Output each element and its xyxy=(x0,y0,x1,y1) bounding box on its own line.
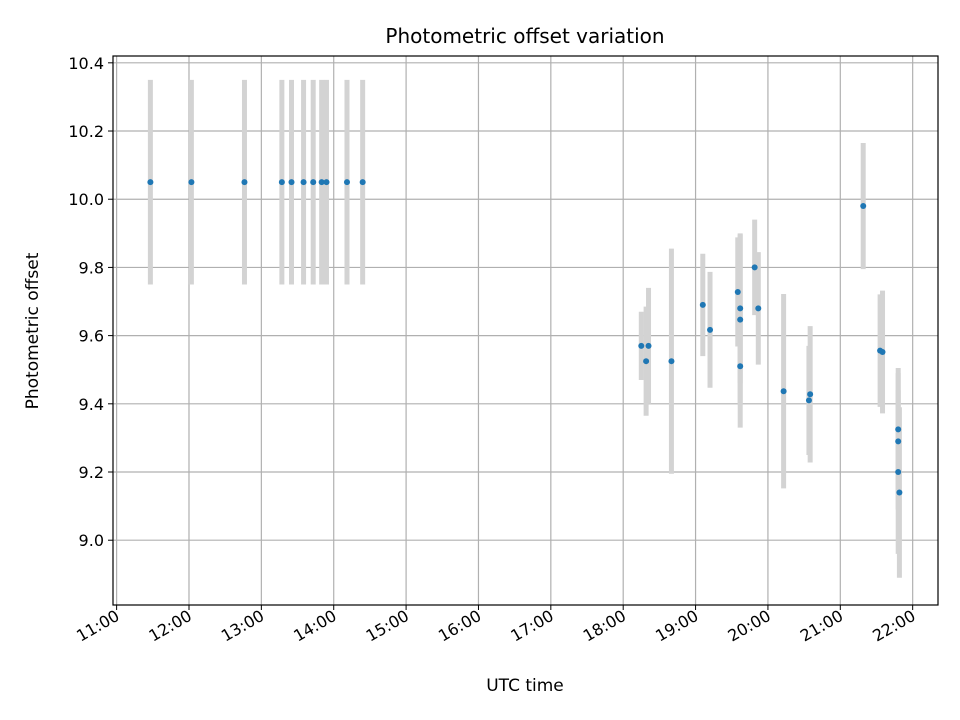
data-point xyxy=(807,391,814,398)
x-axis-label: UTC time xyxy=(486,676,564,696)
data-point xyxy=(860,203,867,210)
y-axis-ticks: 9.0 9.2 9.4 9.6 9.8 10.0 10.2 10.4 xyxy=(68,54,113,550)
data-point xyxy=(359,179,366,186)
data-point xyxy=(310,179,317,186)
data-point xyxy=(188,179,195,186)
data-point xyxy=(895,426,902,433)
chart-title: Photometric offset variation xyxy=(385,24,664,48)
data-points xyxy=(147,179,903,496)
y-tick-label: 9.4 xyxy=(79,395,104,414)
data-point xyxy=(707,326,714,333)
data-point xyxy=(780,388,787,395)
y-tick-label: 9.0 xyxy=(79,531,104,550)
data-point xyxy=(638,342,645,349)
data-point xyxy=(318,179,325,186)
data-point xyxy=(737,305,744,312)
data-point xyxy=(300,179,307,186)
data-point xyxy=(895,469,902,476)
y-tick-label: 9.2 xyxy=(79,463,104,482)
data-point xyxy=(734,288,741,295)
data-point xyxy=(751,264,758,271)
y-tick-label: 10.2 xyxy=(68,122,104,141)
y-tick-label: 9.6 xyxy=(79,327,104,346)
data-point xyxy=(896,489,903,496)
y-tick-label: 10.4 xyxy=(68,54,104,73)
y-tick-label: 10.0 xyxy=(68,190,104,209)
data-point xyxy=(323,179,330,186)
data-point xyxy=(668,358,675,365)
data-point xyxy=(879,348,886,355)
data-point xyxy=(278,179,285,186)
grid-lines xyxy=(113,56,938,605)
data-point xyxy=(895,438,902,445)
data-point xyxy=(645,342,652,349)
data-point xyxy=(288,179,295,186)
data-point xyxy=(805,397,812,404)
data-point xyxy=(737,363,744,370)
data-point xyxy=(699,301,706,308)
y-tick-label: 9.8 xyxy=(79,258,104,277)
data-point xyxy=(241,179,248,186)
data-point xyxy=(737,316,744,323)
data-point xyxy=(147,179,154,186)
plot-area-frame xyxy=(112,55,939,606)
y-axis-label: Photometric offset xyxy=(23,252,43,409)
data-point xyxy=(343,179,350,186)
data-point xyxy=(755,305,762,312)
data-point xyxy=(643,358,650,365)
